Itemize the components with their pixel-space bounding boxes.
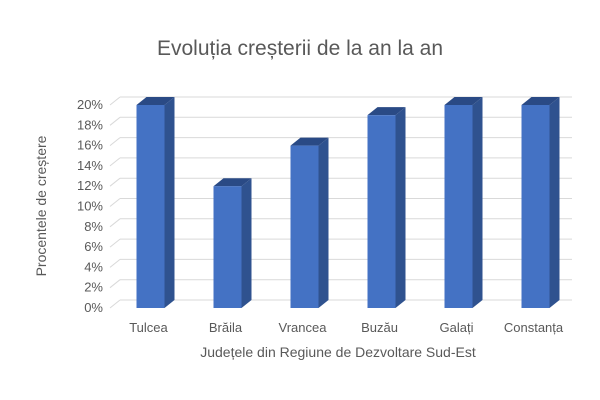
bar-side [395,107,406,309]
bar-side [318,137,329,308]
x-tick-label: Constanța [504,320,564,335]
gridline [109,116,572,126]
gridline [109,177,572,187]
gridline [109,96,572,106]
bar-side [164,97,175,308]
bar-side [549,97,560,308]
gridline [109,137,572,146]
y-tick-label: 8% [84,219,103,234]
y-tick-label: 12% [77,178,103,193]
gridline [109,238,572,248]
bars [136,97,560,309]
y-tick-label: 18% [77,117,103,132]
bar-front [367,115,396,309]
y-axis-ticks: 0% 2% 4% 6% 8% 10% 12% 14% 16% 18% 20% [77,97,103,315]
bar-front [213,186,242,308]
y-tick-label: 14% [77,158,103,173]
bar-top [444,97,483,105]
gridline [109,157,572,167]
gridline [109,258,572,268]
y-tick-label: 4% [84,259,103,274]
bar-side [241,178,252,308]
y-tick-label: 2% [84,280,103,295]
chart-title: Evoluția creșterii de la an la an [157,37,443,60]
bar [521,97,560,308]
gridline [109,299,572,309]
bar-front [290,145,319,308]
y-tick-label: 6% [84,239,103,254]
bar-front [444,105,473,308]
x-tick-label: Buzău [361,320,398,335]
y-tick-label: 10% [77,199,103,214]
x-tick-label: Brăila [209,320,243,335]
y-tick-label: 16% [77,138,103,153]
gridline [109,218,572,228]
bar [444,97,483,308]
x-axis-ticks: Tulcea Brăila Vrancea Buzău Galați Constanța [129,320,564,335]
bar-top [136,97,175,105]
bar [213,178,252,308]
bar [367,107,406,309]
bar-side [472,97,483,308]
bar [290,137,329,308]
bar [136,97,175,308]
x-tick-label: Galați [440,320,474,335]
x-tick-label: Vrancea [279,320,328,335]
gridline [109,279,572,289]
bar-top [367,107,406,116]
gridlines [109,96,572,309]
bar-front [136,105,165,308]
bar-top [213,178,252,187]
bar-top [290,137,329,146]
y-tick-label: 20% [77,97,103,112]
bar-front [521,105,550,308]
x-tick-label: Tulcea [129,320,168,335]
y-axis-title: Procentele de creștere [33,135,49,276]
x-axis-title: Județele din Regiune de Dezvoltare Sud-E… [200,344,476,360]
bar-top [521,97,560,105]
y-tick-label: 0% [84,300,103,315]
gridline [109,198,572,207]
